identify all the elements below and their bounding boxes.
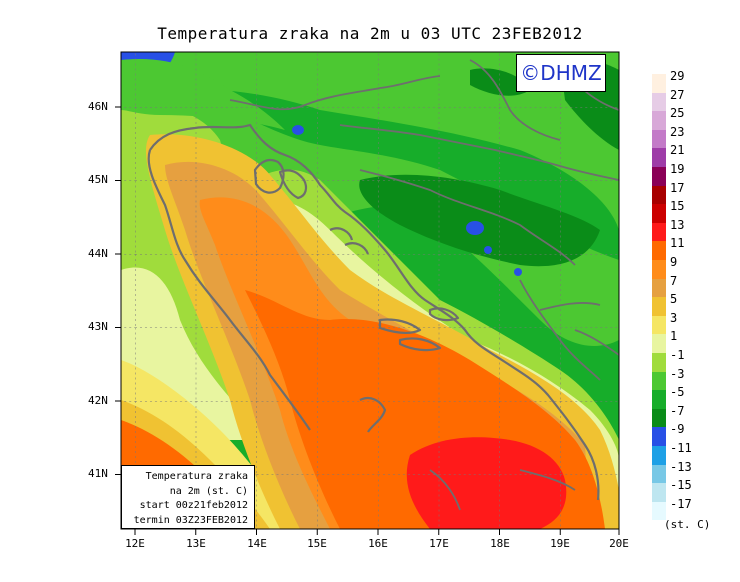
legend-swatch [652,111,666,130]
legend-swatch [652,315,666,335]
lon-label: 15E [307,537,327,550]
legend-label: 19 [670,162,685,176]
coastlines [147,123,600,501]
info-line-termin: termin 03Z23FEB2012 [133,514,248,526]
legend-swatch [652,222,666,242]
legend-swatch [652,501,666,521]
legend-label: -15 [670,478,692,493]
legend-label: -5 [670,385,685,400]
legend-swatch [652,92,666,112]
legend-label: 25 [670,106,685,121]
legend-swatch [652,278,666,298]
legend-label: 13 [670,217,685,232]
lon-label: 18E [490,537,510,550]
legend-swatch [652,204,666,223]
legend-swatch [652,148,666,167]
lat-label: 44N [88,247,108,260]
lon-label: 16E [368,537,388,550]
legend-label: 15 [670,199,685,214]
map-title: Temperatura zraka na 2m u 03 UTC 23FEB20… [157,24,583,43]
map-frame [120,51,620,530]
legend-swatch [652,408,666,428]
legend-label: 29 [670,69,685,83]
legend-label: 27 [670,87,685,102]
legend-label: 21 [670,143,685,158]
legend-label: 23 [670,124,685,139]
legend-label: 9 [670,255,678,269]
legend-unit: (st. C) [664,518,711,531]
lon-label: 19E [550,537,570,550]
lon-label: 17E [429,537,449,550]
legend-swatch [652,129,666,149]
legend-swatch [652,427,666,446]
legend-label: 11 [670,236,685,251]
legend-label: -11 [670,441,692,455]
lon-label: 13E [186,537,206,550]
lon-label: 20E [609,537,629,550]
info-line-unit: na 2m (st. C) [169,485,248,497]
lat-label: 42N [88,394,108,407]
forecast-info-box: Temperatura zraka na 2m (st. C) start 00… [121,465,255,529]
info-line-variable: Temperatura zraka [145,471,248,482]
legend-swatch [652,390,666,409]
legend-swatch [652,353,666,372]
lon-label: 12E [125,537,145,550]
info-line-start: start 00z21feb2012 [139,500,248,511]
legend-label: 1 [670,329,678,344]
lat-label: 43N [88,320,108,333]
legend-swatch [652,241,666,260]
legend-label: -1 [670,348,685,362]
legend-swatch [652,464,666,484]
legend-swatch [652,371,666,391]
legend-label: 17 [670,180,685,195]
legend-label: -9 [670,422,685,437]
lat-label: 46N [88,100,108,113]
legend-swatch [652,446,666,465]
lat-label: 45N [88,173,108,186]
legend-label: 5 [670,292,678,307]
legend-swatch [652,185,666,205]
legend-label: 7 [670,273,678,288]
legend-label: -3 [670,366,685,381]
legend-swatch [652,334,666,353]
legend-label: -17 [670,496,692,511]
legend-label: -13 [670,459,692,474]
legend-swatch [652,74,666,93]
legend-swatch [652,260,666,279]
legend-swatch [652,297,666,316]
lat-label: 41N [88,467,108,480]
legend-label: 3 [670,310,678,325]
dhmz-logo: ©DHMZ [516,54,606,92]
legend-label: -7 [670,403,685,418]
lon-label: 14E [247,537,267,550]
legend-swatch [652,483,666,502]
legend-swatch [652,167,666,186]
axis-ticks [115,106,620,535]
